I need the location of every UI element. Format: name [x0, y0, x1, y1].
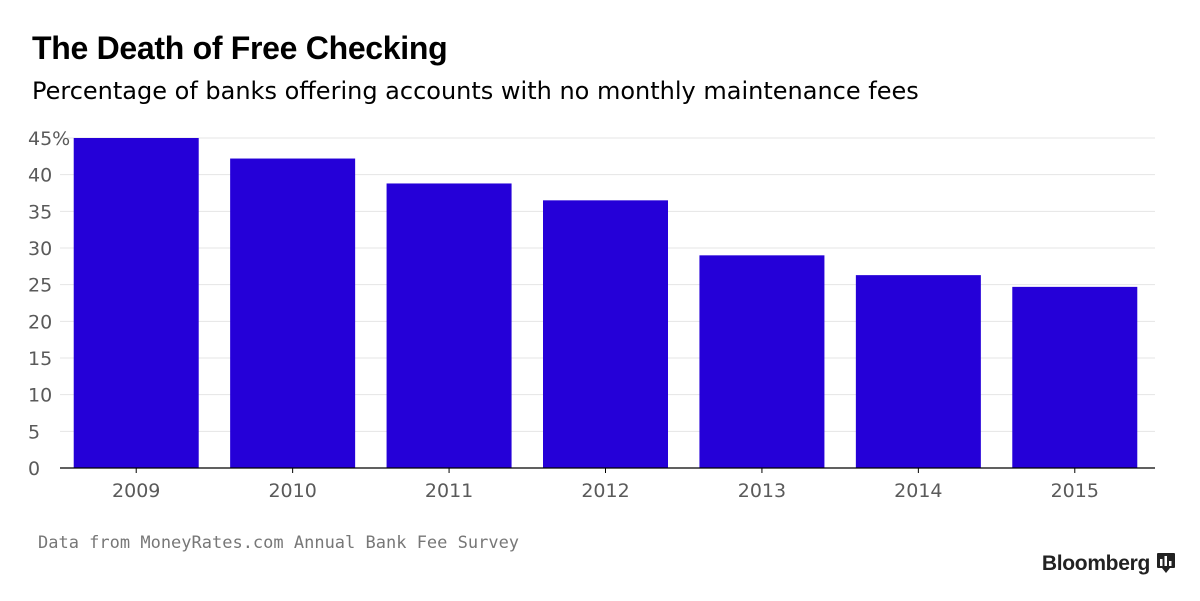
y-tick-label: 5 — [28, 421, 40, 443]
y-tick-label: 20 — [28, 311, 52, 333]
x-tick-label: 2010 — [268, 480, 316, 502]
y-tick-label: 15 — [28, 348, 52, 370]
bar-2012 — [543, 200, 668, 469]
bar-2011 — [386, 183, 512, 468]
bars — [73, 138, 1138, 469]
y-tick-label: 45% — [28, 128, 70, 150]
chart-subtitle: Percentage of banks offering accounts wi… — [32, 77, 919, 105]
bar-2009 — [73, 138, 199, 468]
bloomberg-terminal-icon — [1157, 553, 1175, 573]
bar-2013 — [699, 255, 825, 468]
x-tick-label: 2013 — [738, 480, 786, 502]
y-tick-label: 40 — [28, 165, 52, 187]
source-note: Data from MoneyRates.com Annual Bank Fee… — [38, 533, 520, 553]
y-tick-label: 0 — [28, 458, 40, 480]
x-tick-label: 2009 — [112, 480, 160, 502]
x-tick-label: 2011 — [425, 480, 473, 502]
y-tick-label: 25 — [28, 275, 52, 297]
y-tick-label: 10 — [28, 385, 52, 407]
x-tick-label: 2012 — [581, 480, 629, 502]
bar-2010 — [230, 158, 356, 469]
y-tick-label: 35 — [28, 201, 52, 223]
bloomberg-logo: Bloomberg — [1041, 552, 1150, 575]
bar-2015 — [1012, 286, 1138, 468]
chart-title: The Death of Free Checking — [32, 30, 448, 66]
y-tick-label: 30 — [28, 238, 52, 260]
x-tick-label: 2014 — [894, 480, 942, 502]
x-tick-label: 2015 — [1051, 480, 1099, 502]
bar-2014 — [855, 275, 981, 468]
axes: 0 5 10 15 20 25 30 35 40 45% 2009 2010 2011 2012 2013 2… — [28, 128, 1155, 502]
